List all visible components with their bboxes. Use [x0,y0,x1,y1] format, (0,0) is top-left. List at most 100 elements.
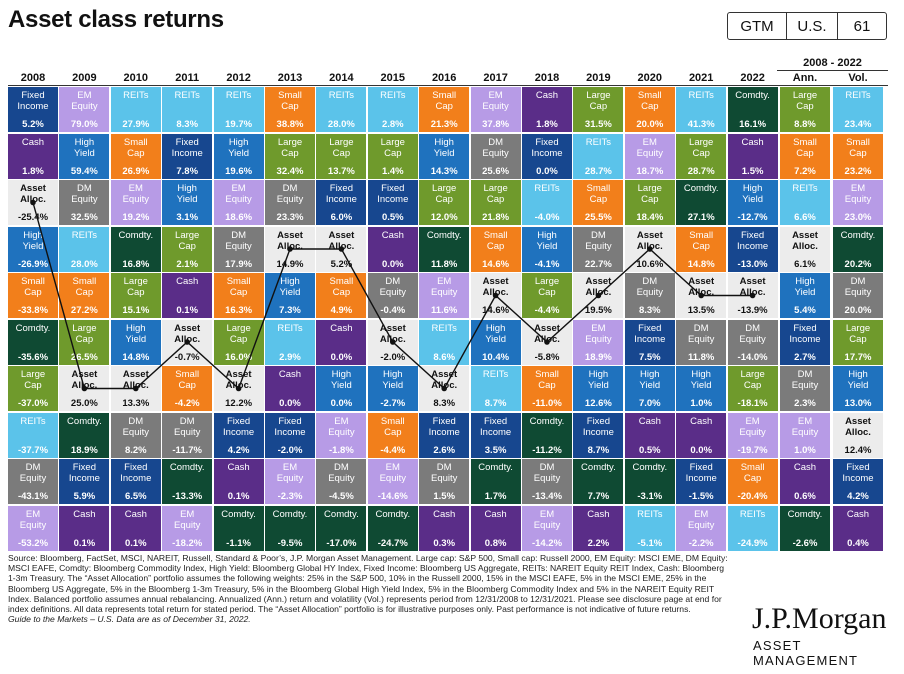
cell-2017-fixed-income: Fixed Income 3.5% [470,412,521,458]
asset-label: Comdty. [683,183,719,194]
return-value: 32.4% [276,165,304,177]
cell-2008-large-cap: Large Cap -37.0% [8,366,58,411]
cell-2012-reits: REITs 19.7% [213,87,264,132]
asset-label: Cash [330,322,353,334]
cell-2020-high-yield: High Yield 7.0% [624,366,675,411]
asset-label: Cash [73,508,96,520]
asset-label: Asset Alloc. [482,276,509,298]
return-value: 28.7% [687,165,715,177]
badge-region: U.S. [786,13,837,39]
cell-2019-reits: REITs 28.7% [573,133,624,179]
asset-label: Cash [433,508,456,520]
return-value: -14.0% [737,351,768,363]
return-value: 6.0% [330,212,353,223]
asset-label: Fixed Income [428,415,460,438]
cell-2011-fixed-income: Fixed Income 7.8% [162,133,213,179]
cell-2010-cash: Cash 0.1% [110,505,161,551]
cell-2020-large-cap: Large Cap 18.4% [624,180,675,225]
cell-2021-large-cap: Large Cap 28.7% [676,133,727,179]
asset-label: REITs [277,322,303,334]
asset-label: Comdty. [375,508,411,520]
return-value: 21.3% [430,119,458,130]
year-header-2012: 2012 [226,72,251,84]
asset-label: Comdty. [67,415,102,427]
summary-vol-em-equity: EM Equity 23.0% [833,180,883,225]
return-value: 7.0% [638,398,661,409]
return-value: 14.9% [276,258,304,270]
return-value: 41.3% [687,119,715,130]
asset-label: Small Cap [483,229,508,252]
cell-2011-small-cap: Small Cap -4.2% [162,366,213,411]
cell-2010-large-cap: Large Cap 15.1% [110,273,161,318]
asset-label: Large Cap [432,183,457,205]
cell-2014-large-cap: Large Cap 13.7% [316,133,367,179]
return-value: 8.8% [794,119,816,130]
asset-label: Fixed Income [377,183,409,205]
cell-2020-cash: Cash 0.5% [624,412,675,458]
asset-allocation-point [698,292,704,299]
return-value: 1.4% [381,165,404,177]
asset-label: Cash [381,229,404,241]
asset-allocation-point [544,339,550,345]
return-value: 23.3% [276,212,304,223]
asset-label: Small Cap [689,229,714,252]
asset-label: Comdty. [840,229,876,241]
return-value: 12.0% [430,212,458,223]
asset-label: DM Equity [71,183,98,205]
cell-2014-high-yield: High Yield 0.0% [316,366,367,411]
asset-label: EM Equity [791,415,819,438]
return-value: 2.3% [794,398,816,409]
asset-label: EM Equity [687,508,715,531]
return-value: 28.0% [70,258,98,270]
return-value: 79.0% [70,119,98,130]
year-header-2013: 2013 [277,72,303,84]
return-value: -4.4% [534,305,560,316]
return-value: 13.5% [687,305,715,316]
return-value: -4.0% [534,212,560,223]
return-value: 0.0% [381,258,404,270]
return-value: 21.8% [482,212,510,223]
year-header-2008: 2008 [20,72,46,84]
cell-2020-small-cap: Small Cap 20.0% [624,87,675,132]
asset-label: Small Cap [793,136,817,159]
return-value: 6.1% [794,258,816,270]
summary-ann-small-cap: Small Cap 7.2% [780,133,830,179]
asset-label: Cash [587,508,610,520]
asset-label: Fixed Income [737,229,769,252]
asset-label: EM Equity [19,508,47,531]
cell-2008-fixed-income: Fixed Income 5.2% [8,87,58,132]
cell-2021-high-yield: High Yield 1.0% [676,366,727,411]
asset-label: Small Cap [123,136,148,159]
return-value: 11.6% [430,305,458,316]
asset-allocation-point [30,199,36,206]
asset-label: Comdty. [632,462,668,473]
asset-label: DM Equity [276,183,304,205]
asset-label: EM Equity [482,90,509,112]
cell-2010-dm-equity: DM Equity 8.2% [110,412,161,458]
cell-2014-dm-equity: DM Equity -4.5% [316,459,367,504]
asset-label: Large Cap [689,136,714,159]
asset-label: Fixed Income [531,136,563,159]
cell-2020-comdty: Comdty. -3.1% [624,459,675,504]
asset-label: REITs [534,183,560,194]
return-value: 19.2% [122,212,150,223]
return-value: 22.7% [584,258,612,270]
asset-allocation-point [647,246,653,252]
year-header-2016: 2016 [431,72,457,84]
cell-2013-cash: Cash 0.0% [265,366,315,411]
asset-label: Fixed Income [789,322,821,345]
cell-2021-fixed-income: Fixed Income -1.5% [676,459,727,504]
asset-label: Cash [846,508,870,520]
return-value: -24.9% [737,537,768,549]
asset-label: REITs [637,508,663,520]
asset-label: Fixed Income [274,415,306,438]
return-value: 28.0% [327,119,355,130]
asset-label: Cash [638,415,661,427]
asset-label: EM Equity [71,90,98,112]
return-value: 10.6% [636,258,664,270]
return-value: 2.8% [381,119,404,130]
asset-label: DM Equity [19,462,47,484]
return-value: 0.6% [794,491,816,502]
cell-2017-large-cap: Large Cap 21.8% [470,180,521,225]
return-value: 5.2% [330,258,353,270]
